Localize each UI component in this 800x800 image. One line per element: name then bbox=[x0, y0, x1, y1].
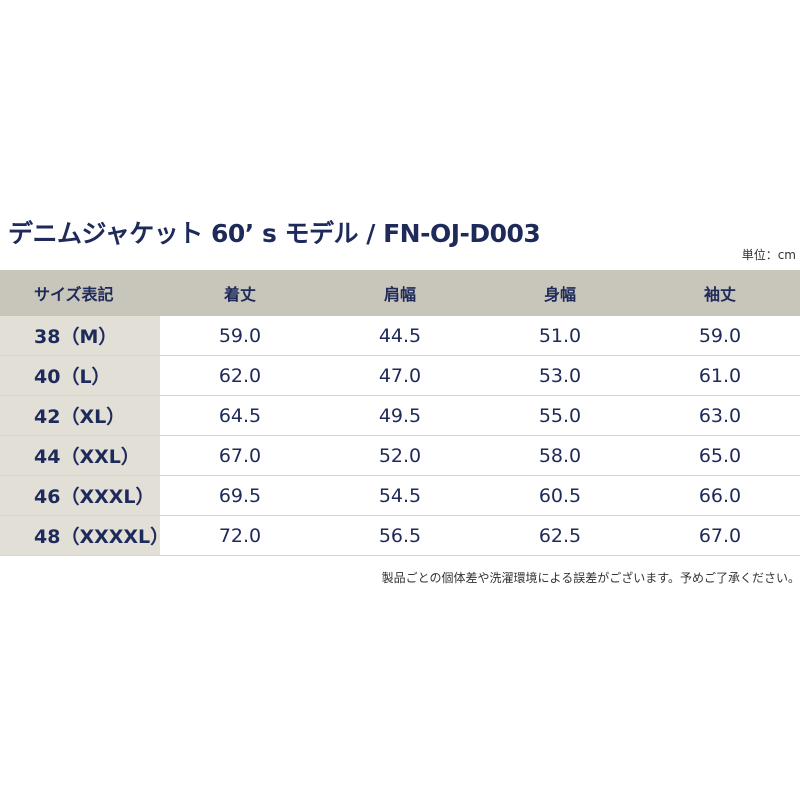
table-cell: 66.0 bbox=[698, 484, 742, 507]
title: デニムジャケット 60’ s モデル / FN-OJ-D003 bbox=[8, 219, 541, 248]
table-cell: 72.0 bbox=[218, 524, 262, 547]
table-cell: 42（XL） bbox=[0, 396, 160, 435]
table-cell: 47.0 bbox=[378, 364, 422, 387]
table-cell: 62.0 bbox=[218, 364, 262, 387]
table-cell: 38（M） bbox=[0, 316, 160, 355]
table-row: 44（XXL） 67.0 52.0 58.0 65.0 bbox=[0, 436, 800, 476]
table-cell: 67.0 bbox=[698, 524, 742, 547]
table-cell: 56.5 bbox=[378, 524, 422, 547]
table-cell: 44.5 bbox=[378, 324, 422, 347]
table-cell: 61.0 bbox=[698, 364, 742, 387]
header-cell: 肩幅 bbox=[383, 285, 416, 304]
header-cell: 身幅 bbox=[543, 285, 576, 304]
table-cell: 69.5 bbox=[218, 484, 262, 507]
table-cell: 65.0 bbox=[698, 444, 742, 467]
table-cell: 60.5 bbox=[538, 484, 582, 507]
table-cell: 54.5 bbox=[378, 484, 422, 507]
unit-label: 単位：cm bbox=[741, 248, 796, 262]
table-cell: 46（XXXL） bbox=[0, 476, 160, 515]
table-row: 48（XXXXL） 72.0 56.5 62.5 67.0 bbox=[0, 516, 800, 556]
table-cell: 52.0 bbox=[378, 444, 422, 467]
table-cell: 58.0 bbox=[538, 444, 582, 467]
table-row: 42（XL） 64.5 49.5 55.0 63.0 bbox=[0, 396, 800, 436]
footnote: 製品ごとの個体差や洗濯環境による誤差がございます。予めご了承ください。 bbox=[381, 571, 800, 585]
table-cell: 63.0 bbox=[698, 404, 742, 427]
table-cell: 53.0 bbox=[538, 364, 582, 387]
table-cell: 62.5 bbox=[538, 524, 582, 547]
table-cell: 59.0 bbox=[218, 324, 262, 347]
table-cell: 49.5 bbox=[378, 404, 422, 427]
header-row: サイズ表記 着丈 肩幅 身幅 袖丈 bbox=[0, 270, 800, 316]
header-cell: サイズ表記 bbox=[34, 285, 114, 304]
table-row: 46（XXXL） 69.5 54.5 60.5 66.0 bbox=[0, 476, 800, 516]
table-row: 40（L） 62.0 47.0 53.0 61.0 bbox=[0, 356, 800, 396]
table-cell: 55.0 bbox=[538, 404, 582, 427]
table-cell: 51.0 bbox=[538, 324, 582, 347]
header-cell: 袖丈 bbox=[703, 285, 736, 304]
table-cell: 40（L） bbox=[0, 356, 160, 395]
table-cell: 59.0 bbox=[698, 324, 742, 347]
table-cell: 64.5 bbox=[218, 404, 262, 427]
table-row: 38（M） 59.0 44.5 51.0 59.0 bbox=[0, 316, 800, 356]
table-cell: 48（XXXXL） bbox=[0, 516, 169, 555]
table-cell: 67.0 bbox=[218, 444, 262, 467]
header-cell: 着丈 bbox=[223, 285, 256, 304]
table-cell: 44（XXL） bbox=[0, 436, 160, 475]
